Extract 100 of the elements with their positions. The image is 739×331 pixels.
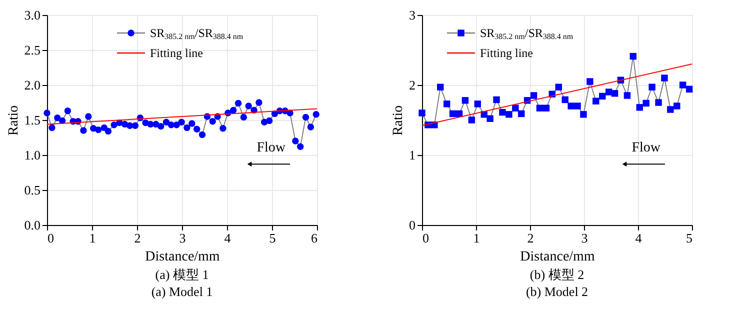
y-tick-label: 1 <box>409 148 416 162</box>
point <box>157 122 164 130</box>
x-axis-title: Distance/mm <box>520 250 595 264</box>
x-tick-label: 0 <box>422 230 429 246</box>
y-tick-label: 0 <box>409 218 416 232</box>
point <box>568 102 574 110</box>
annotation: Flow <box>632 140 662 156</box>
text: (a) Model 1 <box>151 284 213 299</box>
point <box>418 110 426 116</box>
point <box>667 106 674 113</box>
point <box>126 122 134 129</box>
point <box>437 84 444 90</box>
point <box>630 52 636 60</box>
x-tick-label: 4 <box>635 230 642 246</box>
point <box>312 111 320 118</box>
point <box>132 122 139 129</box>
point <box>555 84 562 90</box>
point <box>307 124 314 130</box>
point <box>462 97 469 104</box>
point <box>184 124 190 132</box>
point <box>220 125 226 132</box>
text: (b) Model 2 <box>526 284 588 299</box>
x-tick-label: 1 <box>89 230 96 246</box>
point <box>85 113 92 120</box>
point <box>94 126 102 134</box>
point <box>648 84 656 90</box>
point <box>542 104 550 112</box>
y-tick-label: 0.5 <box>24 182 40 198</box>
point <box>110 122 118 128</box>
point <box>302 114 310 121</box>
x-tick-label: 3 <box>179 230 186 246</box>
y-tick-label: 1.5 <box>24 112 40 128</box>
point <box>468 116 476 124</box>
point <box>592 98 600 104</box>
point <box>605 88 612 96</box>
x-tick-label: 4 <box>224 230 232 246</box>
point <box>580 111 587 118</box>
y-tick-label: 3 <box>409 8 416 22</box>
legend-label: Fitting line <box>480 46 534 60</box>
point <box>611 90 618 97</box>
point <box>686 86 693 93</box>
y-axis-title: Ratio <box>6 105 22 136</box>
point <box>245 102 252 110</box>
point <box>193 126 200 132</box>
y-tick-label: 2 <box>409 78 416 92</box>
x-tick-label: 2 <box>134 230 141 246</box>
point <box>624 92 631 99</box>
point <box>586 78 594 85</box>
point <box>44 110 50 116</box>
point <box>474 100 481 108</box>
point <box>292 138 299 144</box>
point <box>506 111 512 118</box>
text: (b) 模型 2 <box>530 267 584 282</box>
y-tick-label: 2.0 <box>24 78 40 92</box>
point <box>562 96 568 104</box>
point <box>54 114 61 122</box>
point <box>173 122 180 128</box>
point <box>486 115 494 122</box>
point <box>636 104 643 111</box>
point <box>449 110 456 118</box>
y-tick-label: 3.0 <box>24 8 40 22</box>
x-axis-title: Distance/mm <box>145 250 220 264</box>
point <box>574 102 581 110</box>
x-tick-label: 5 <box>686 230 692 246</box>
point <box>493 96 500 104</box>
point <box>230 106 237 114</box>
point <box>655 99 662 106</box>
point <box>599 92 606 100</box>
x-tick-label: 3 <box>581 230 588 246</box>
point <box>642 100 650 107</box>
point <box>256 99 262 106</box>
point <box>518 110 525 118</box>
point <box>80 127 87 134</box>
y-axis-title: Ratio <box>391 105 406 136</box>
point <box>499 108 506 116</box>
point <box>188 120 196 127</box>
point <box>512 104 519 112</box>
y-tick-label: 0.0 <box>24 218 40 232</box>
x-tick-label: 0 <box>48 230 54 246</box>
y-tick-label: 2.5 <box>24 42 40 58</box>
point <box>679 82 686 88</box>
legend-label: Fitting line <box>150 46 204 60</box>
x-tick-label: 6 <box>311 230 318 246</box>
point <box>240 114 248 121</box>
annotation: Flow <box>256 140 286 156</box>
point <box>209 118 216 125</box>
point <box>64 108 72 114</box>
point <box>536 104 544 112</box>
point <box>530 92 538 99</box>
point <box>296 143 304 150</box>
x-tick-label: 1 <box>473 230 480 246</box>
point <box>104 128 112 135</box>
point <box>198 131 206 138</box>
y-tick-label: 1.0 <box>24 148 40 162</box>
x-tick-label: 2 <box>527 230 534 246</box>
x-tick-label: 5 <box>269 230 276 246</box>
point <box>48 124 56 132</box>
text: (a) 模型 1 <box>155 267 209 282</box>
point <box>178 118 185 126</box>
point <box>443 100 450 108</box>
